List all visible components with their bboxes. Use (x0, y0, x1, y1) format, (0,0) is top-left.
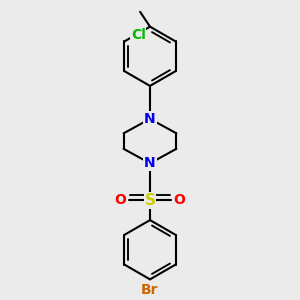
Text: Br: Br (141, 283, 159, 297)
Text: O: O (174, 193, 186, 207)
Text: O: O (114, 193, 126, 207)
Text: N: N (144, 156, 156, 170)
Text: N: N (144, 112, 156, 126)
Text: S: S (145, 193, 155, 208)
Text: Cl: Cl (131, 28, 146, 42)
